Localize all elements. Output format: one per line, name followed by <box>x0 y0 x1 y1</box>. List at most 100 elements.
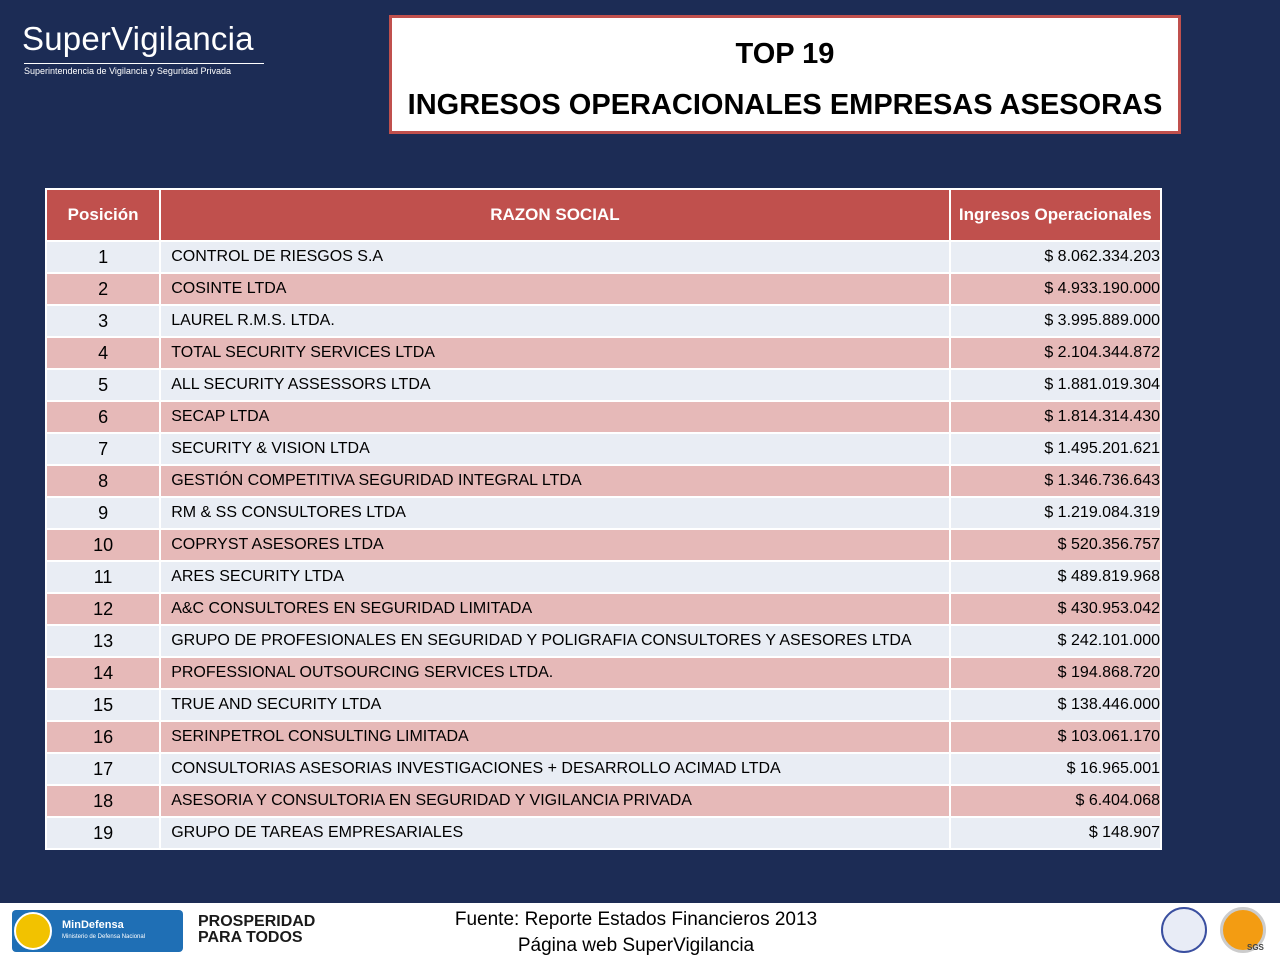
table-row: 7 SECURITY & VISION LTDA $ 1.495.201.621 <box>44 432 1163 466</box>
table-row: 4 TOTAL SECURITY SERVICES LTDA $ 2.104.344… <box>44 336 1163 370</box>
position-cell: 13 <box>44 624 162 658</box>
company-cell: RM & SS CONSULTORES LTDA <box>159 496 951 530</box>
table-row: 19 GRUPO DE TAREAS EMPRESARIALES $ 148.907 <box>44 816 1163 850</box>
position-cell: 15 <box>44 688 162 722</box>
table-row: 18 ASESORIA Y CONSULTORIA EN SEGURIDAD Y … <box>44 784 1163 818</box>
ranking-table: Posición RAZON SOCIAL Ingresos Operacion… <box>44 188 1163 850</box>
revenue-cell: $ 430.953.042 <box>948 592 1163 626</box>
position-cell: 11 <box>44 560 162 594</box>
company-cell: ALL SECURITY ASSESSORS LTDA <box>159 368 951 402</box>
column-header: Posición <box>44 188 162 242</box>
company-cell: SECURITY & VISION LTDA <box>159 432 951 466</box>
revenue-cell: $ 194.868.720 <box>948 656 1163 690</box>
seal <box>14 912 52 950</box>
certification-logo <box>1220 907 1266 953</box>
logo-text: SGS <box>1247 943 1264 952</box>
table-row: 3 LAUREL R.M.S. LTDA. $ 3.995.889.000 <box>44 304 1163 338</box>
logo-text: Ministerio de Defensa Nacional <box>62 934 146 940</box>
position-cell: 16 <box>44 720 162 754</box>
revenue-cell: $ 242.101.000 <box>948 624 1163 658</box>
logo-text: PROSPERIDAD <box>198 913 316 930</box>
table-row: 16 SERINPETROL CONSULTING LIMITADA $ 103.0… <box>44 720 1163 754</box>
revenue-cell: $ 1.881.019.304 <box>948 368 1163 402</box>
logo-text: PARA TODOS <box>198 929 303 946</box>
revenue-cell: $ 4.933.190.000 <box>948 272 1163 306</box>
position-cell: 8 <box>44 464 162 498</box>
position-cell: 1 <box>44 240 162 274</box>
column-header: Ingresos Operacionales <box>948 188 1163 242</box>
company-cell: TRUE AND SECURITY LTDA <box>159 688 951 722</box>
title-box: TOP 19 INGRESOS OPERACIONALES EMPRESAS A… <box>389 15 1181 134</box>
footer <box>0 903 1280 960</box>
revenue-cell: $ 1.346.736.643 <box>948 464 1163 498</box>
revenue-cell: $ 489.819.968 <box>948 560 1163 594</box>
title: TOP 19 <box>735 38 835 70</box>
company-cell: GRUPO DE TAREAS EMPRESARIALES <box>159 816 951 850</box>
table-row: 15 TRUE AND SECURITY LTDA $ 138.446.000 <box>44 688 1163 722</box>
revenue-cell: $ 8.062.334.203 <box>948 240 1163 274</box>
revenue-cell: $ 138.446.000 <box>948 688 1163 722</box>
table-row: 2 COSINTE LTDA $ 4.933.190.000 <box>44 272 1163 306</box>
table-row: 8 GESTIÓN COMPETITIVA SEGURIDAD INTEGRAL … <box>44 464 1163 498</box>
company-cell: SERINPETROL CONSULTING LIMITADA <box>159 720 951 754</box>
company-cell: COPRYST ASESORES LTDA <box>159 528 951 562</box>
company-cell: GESTIÓN COMPETITIVA SEGURIDAD INTEGRAL L… <box>159 464 951 498</box>
position-cell: 18 <box>44 784 162 818</box>
source-line: Fuente: Reporte Estados Financieros 2013 <box>454 909 818 930</box>
table-row: 10 COPRYST ASESORES LTDA $ 520.356.757 <box>44 528 1163 562</box>
logo-subtitle: Superintendencia de Vigilancia y Segurid… <box>24 66 231 76</box>
company-cell: ARES SECURITY LTDA <box>159 560 951 594</box>
company-cell: PROFESSIONAL OUTSOURCING SERVICES LTDA. <box>159 656 951 690</box>
column-header: RAZON SOCIAL <box>159 188 951 242</box>
revenue-cell: $ 16.965.001 <box>948 752 1163 786</box>
title: INGRESOS OPERACIONALES EMPRESAS ASESORAS <box>407 89 1163 121</box>
table-row: 9 RM & SS CONSULTORES LTDA $ 1.219.084.319 <box>44 496 1163 530</box>
table-row: 14 PROFESSIONAL OUTSOURCING SERVICES LTDA… <box>44 656 1163 690</box>
position-cell: 17 <box>44 752 162 786</box>
revenue-cell: $ 148.907 <box>948 816 1163 850</box>
position-cell: 5 <box>44 368 162 402</box>
revenue-cell: $ 1.219.084.319 <box>948 496 1163 530</box>
table-row: 12 A&C CONSULTORES EN SEGURIDAD LIMITADA $… <box>44 592 1163 626</box>
revenue-cell: $ 2.104.344.872 <box>948 336 1163 370</box>
position-cell: 9 <box>44 496 162 530</box>
company-cell: LAUREL R.M.S. LTDA. <box>159 304 951 338</box>
position-cell: 19 <box>44 816 162 850</box>
company-cell: SECAP LTDA <box>159 400 951 434</box>
company-cell: TOTAL SECURITY SERVICES LTDA <box>159 336 951 370</box>
table-row: 1 CONTROL DE RIESGOS S.A $ 8.062.334.203 <box>44 240 1163 274</box>
position-cell: 4 <box>44 336 162 370</box>
source-line: Página web SuperVigilancia <box>517 935 755 956</box>
position-cell: 12 <box>44 592 162 626</box>
position-cell: 14 <box>44 656 162 690</box>
table-row: 13 GRUPO DE PROFESIONALES EN SEGURIDAD Y … <box>44 624 1163 658</box>
logo-text: MinDefensa <box>62 919 124 931</box>
revenue-cell: $ 1.495.201.621 <box>948 432 1163 466</box>
position-cell: 6 <box>44 400 162 434</box>
company-cell: COSINTE LTDA <box>159 272 951 306</box>
position-cell: 7 <box>44 432 162 466</box>
company-cell: GRUPO DE PROFESIONALES EN SEGURIDAD Y PO… <box>159 624 951 658</box>
position-cell: 2 <box>44 272 162 306</box>
logo-rule <box>24 63 264 64</box>
position-cell: 3 <box>44 304 162 338</box>
revenue-cell: $ 103.061.170 <box>948 720 1163 754</box>
revenue-cell: $ 520.356.757 <box>948 528 1163 562</box>
seal <box>1161 907 1207 953</box>
revenue-cell: $ 3.995.889.000 <box>948 304 1163 338</box>
table-row: 6 SECAP LTDA $ 1.814.314.430 <box>44 400 1163 434</box>
company-cell: A&C CONSULTORES EN SEGURIDAD LIMITADA <box>159 592 951 626</box>
table-row: 5 ALL SECURITY ASSESSORS LTDA $ 1.881.019.… <box>44 368 1163 402</box>
header-row: Posición RAZON SOCIAL Ingresos Operacion… <box>44 188 1163 242</box>
source: Fuente: Reporte Estados Financieros 2013… <box>380 907 892 959</box>
company-cell: CONSULTORIAS ASESORIAS INVESTIGACIONES +… <box>159 752 951 786</box>
table-row: 17 CONSULTORIAS ASESORIAS INVESTIGACIONES… <box>44 752 1163 786</box>
table-row: 11 ARES SECURITY LTDA $ 489.819.968 <box>44 560 1163 594</box>
company-cell: ASESORIA Y CONSULTORIA EN SEGURIDAD Y VI… <box>159 784 951 818</box>
position-cell: 10 <box>44 528 162 562</box>
logo: SuperVigilancia <box>22 20 254 57</box>
company-cell: CONTROL DE RIESGOS S.A <box>159 240 951 274</box>
prosperidad-logo: PROSPERIDAD PARA TODOS <box>198 914 315 946</box>
revenue-cell: $ 1.814.314.430 <box>948 400 1163 434</box>
